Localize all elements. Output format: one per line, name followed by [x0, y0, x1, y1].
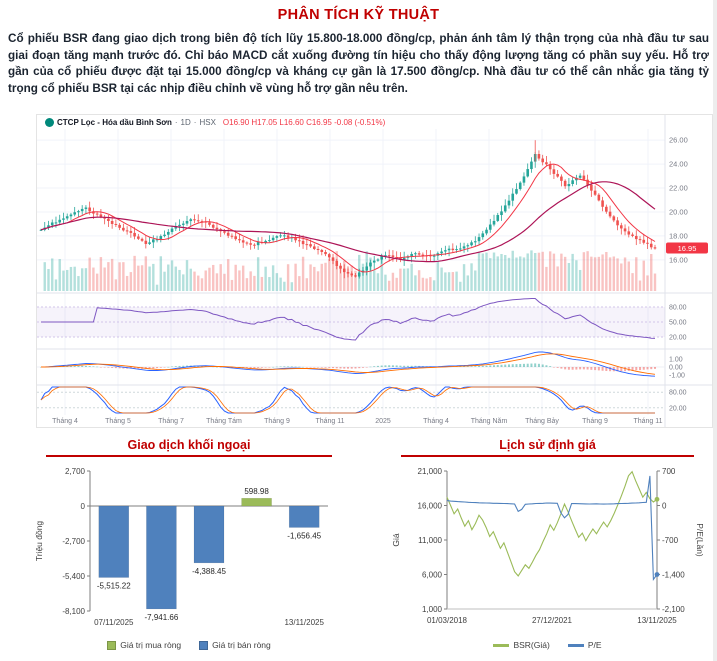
svg-text:-1,656.45: -1,656.45	[287, 531, 321, 540]
legend-item-buy: Giá trị mua ròng	[107, 640, 181, 650]
svg-text:20.00: 20.00	[669, 405, 687, 412]
buy-legend-label: Giá trị mua ròng	[120, 640, 182, 650]
svg-text:Tháng 7: Tháng 7	[158, 418, 184, 425]
separator-dot: ·	[174, 118, 178, 127]
svg-text:Tháng Bảy: Tháng Bảy	[525, 418, 559, 425]
svg-text:2,700: 2,700	[65, 467, 86, 476]
foreign-trading-chart: 2,700 0 -2,700 -5,400 -8,100 -5,515.22 -7,941.…	[34, 467, 328, 627]
valuation-history-panel: Lịch sử định giá 21,000 16,000 11,000 6,000…	[385, 438, 710, 650]
svg-text:22.00: 22.00	[669, 184, 688, 193]
svg-text:80.00: 80.00	[669, 305, 687, 312]
svg-text:-1.00: -1.00	[669, 372, 685, 379]
svg-text:27/12/2021: 27/12/2021	[532, 616, 573, 625]
buy-swatch-icon	[107, 640, 117, 650]
svg-text:-2,100: -2,100	[662, 605, 685, 614]
svg-text:-700: -700	[662, 536, 679, 545]
svg-text:13/11/2025: 13/11/2025	[637, 616, 677, 625]
valuation-legend: BSR(Giá) P/E	[385, 640, 710, 650]
price-legend-label: BSR(Giá)	[513, 640, 550, 650]
svg-text:01/03/2018: 01/03/2018	[427, 616, 468, 625]
pe-line-icon	[567, 643, 584, 647]
svg-text:Triệu đồng: Triệu đồng	[34, 521, 44, 562]
svg-text:16,000: 16,000	[418, 502, 443, 511]
separator-dot: ·	[193, 118, 197, 127]
valuation-history-chart: 21,000 16,000 11,000 6,000 1,000 700 0 -700 -1,4…	[391, 467, 705, 625]
legend-item-pe: P/E	[567, 640, 602, 650]
svg-text:Tháng 5: Tháng 5	[105, 418, 131, 425]
title-underline	[401, 455, 694, 457]
sell-legend-label: Giá trị bán ròng	[212, 640, 271, 650]
svg-text:26.00: 26.00	[669, 136, 688, 145]
svg-text:Tháng 9: Tháng 9	[264, 418, 290, 425]
technical-chart-box[interactable]: CTCP Lọc - Hóa dầu Bình Sơn · 1D · HSX O…	[36, 114, 713, 428]
symbol-logo-icon	[45, 118, 54, 127]
svg-text:0: 0	[81, 502, 86, 511]
svg-text:24.00: 24.00	[669, 160, 688, 169]
svg-text:1.00: 1.00	[669, 357, 683, 364]
svg-text:-5,400: -5,400	[62, 572, 85, 581]
svg-text:Tháng 11: Tháng 11	[315, 418, 344, 425]
analysis-paragraph: Cổ phiếu BSR đang giao dịch trong biên đ…	[8, 32, 709, 96]
svg-text:-1,400: -1,400	[662, 571, 685, 580]
svg-text:598.98: 598.98	[244, 487, 269, 496]
svg-text:1,000: 1,000	[422, 605, 443, 614]
svg-text:18.00: 18.00	[669, 231, 688, 240]
svg-text:Tháng Tám: Tháng Tám	[206, 418, 242, 425]
svg-text:50.00: 50.00	[669, 320, 687, 327]
title-underline	[46, 455, 332, 457]
svg-text:13/11/2025: 13/11/2025	[284, 618, 324, 627]
svg-text:2025: 2025	[375, 418, 391, 425]
svg-text:20.00: 20.00	[669, 207, 688, 216]
svg-text:0.00: 0.00	[669, 365, 683, 372]
svg-text:Tháng 11: Tháng 11	[633, 418, 662, 425]
svg-text:21,000: 21,000	[418, 467, 443, 476]
page-edge	[713, 0, 717, 661]
ohlc-values: O16.90 H17.05 L16.60 C16.95 -0.08 (-0.51…	[222, 118, 386, 127]
svg-text:6,000: 6,000	[422, 571, 443, 580]
svg-text:-2,700: -2,700	[62, 537, 85, 546]
svg-text:-5,515.22: -5,515.22	[97, 581, 131, 590]
timeframe-label[interactable]: 1D	[180, 118, 191, 127]
foreign-trading-panel: Giao dịch khối ngoại 2,700 0 -2,700 -5,400 -…	[30, 438, 348, 650]
svg-text:Tháng 9: Tháng 9	[582, 418, 608, 425]
svg-text:80.00: 80.00	[669, 390, 687, 397]
chart-header: CTCP Lọc - Hóa dầu Bình Sơn · 1D · HSX O…	[45, 118, 385, 127]
foreign-trading-legend: Giá trị mua ròng Giá trị bán ròng	[30, 640, 348, 650]
svg-text:-4,388.45: -4,388.45	[192, 567, 226, 576]
svg-text:-7,941.66: -7,941.66	[144, 613, 178, 622]
legend-item-price: BSR(Giá)	[493, 640, 550, 650]
foreign-trading-title: Giao dịch khối ngoại	[127, 438, 251, 452]
page-title: PHÂN TÍCH KỸ THUẬT	[277, 7, 440, 23]
svg-text:0: 0	[662, 502, 667, 511]
svg-text:Tháng Năm: Tháng Năm	[471, 418, 508, 425]
svg-text:-8,100: -8,100	[62, 607, 85, 616]
svg-text:P/E(Lần): P/E(Lần)	[695, 523, 705, 557]
svg-text:20.00: 20.00	[669, 335, 687, 342]
price-line-icon	[493, 643, 510, 647]
candlestick-chart[interactable]: Tháng 4 Tháng 5 Tháng 7 Tháng Tám Tháng 9 Thá…	[37, 115, 712, 427]
svg-text:Tháng 4: Tháng 4	[423, 418, 449, 425]
legend-item-sell: Giá trị bán ròng	[199, 640, 271, 650]
sell-swatch-icon	[199, 640, 209, 650]
svg-text:16.00: 16.00	[669, 255, 688, 264]
pe-legend-label: P/E	[587, 640, 602, 650]
svg-text:700: 700	[662, 467, 676, 476]
symbol-name: CTCP Lọc - Hóa dầu Bình Sơn	[57, 118, 172, 127]
svg-text:11,000: 11,000	[418, 536, 442, 545]
svg-text:Tháng 4: Tháng 4	[52, 418, 78, 425]
valuation-history-title: Lịch sử định giá	[499, 438, 596, 452]
svg-text:16.95: 16.95	[678, 244, 697, 253]
svg-text:Giá: Giá	[391, 533, 401, 547]
exchange-label: HSX	[199, 118, 216, 127]
svg-text:07/11/2025: 07/11/2025	[94, 618, 134, 627]
